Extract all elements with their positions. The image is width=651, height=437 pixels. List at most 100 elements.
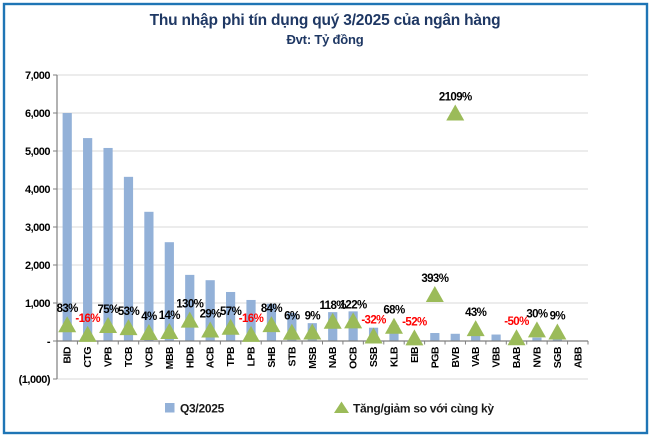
marker-lpb: [242, 325, 261, 342]
marker-nvb: [527, 321, 546, 338]
chart-subtitle: Đvt: Tỷ đồng: [286, 32, 363, 47]
bar-bid: [62, 113, 72, 341]
marker-vcb: [139, 323, 158, 340]
x-label-ocb: OCB: [348, 346, 360, 369]
marker-pgb: [425, 285, 444, 302]
marker-bid: [58, 316, 77, 333]
pct-label-klb: 68%: [383, 305, 405, 317]
marker-msb: [303, 323, 322, 340]
marker-tcb: [119, 319, 138, 336]
pct-label-bvb: 2109%: [439, 92, 472, 104]
x-label-ctg: CTG: [82, 347, 94, 368]
marker-shb: [262, 316, 281, 333]
pct-label-ctg: -16%: [75, 313, 100, 325]
x-label-vcb: VCB: [143, 346, 155, 368]
x-label-sgb: SGB: [552, 346, 564, 368]
bar-bvb: [450, 333, 460, 341]
pct-label-tpb: 57%: [220, 306, 242, 318]
x-label-shb: SHB: [266, 346, 278, 368]
marker-stb: [282, 323, 301, 340]
pct-label-hdb: 130%: [176, 299, 203, 311]
bar-pgb: [430, 333, 440, 341]
legend: Q3/2025 Tăng/giảm so với cùng kỳ: [165, 401, 495, 416]
bar-vab: [471, 334, 481, 341]
legend-triangle-swatch-icon: [334, 401, 349, 413]
pct-label-bab: -50%: [504, 316, 529, 328]
marker-eib: [405, 329, 424, 346]
x-label-pgb: PGB: [429, 346, 441, 368]
pct-label-ocb: 122%: [340, 299, 367, 311]
marker-tpb: [221, 318, 240, 335]
y-tick-label: 4,000: [25, 184, 50, 196]
marker-ocb: [344, 312, 363, 329]
chart-title: Thu nhập phi tín dụng quý 3/2025 của ngâ…: [150, 12, 501, 29]
bar-mbb: [164, 242, 174, 341]
marker-bvb: [446, 104, 465, 121]
bar-vcb: [144, 211, 154, 341]
x-label-nvb: NVB: [531, 346, 543, 368]
x-label-bvb: BVB: [450, 346, 462, 368]
pct-label-vpb: 75%: [97, 304, 119, 316]
pct-label-bid: 83%: [57, 303, 79, 315]
marker-sgb: [548, 323, 567, 340]
x-label-eib: EIB: [409, 346, 421, 363]
y-tick-label: 2,000: [25, 260, 50, 272]
legend-triangle-label: Tăng/giảm so với cùng kỳ: [353, 402, 494, 416]
pct-label-pgb: 393%: [421, 273, 448, 285]
pct-label-vcb: 4%: [141, 311, 157, 323]
x-label-msb: MSB: [307, 346, 319, 369]
x-label-tcb: TCB: [123, 346, 135, 367]
plot-area: (1,000) - 1,000 2,000 3,000 4,000 5,000 6,000 7,…: [19, 70, 589, 386]
marker-vpb: [99, 317, 118, 334]
x-label-vbb: VBB: [491, 346, 503, 368]
pct-label-nab: 118%: [320, 300, 347, 312]
marker-mbb: [160, 322, 179, 339]
x-label-ssb: SSB: [368, 346, 380, 367]
pct-label-sgb: 9%: [550, 310, 566, 322]
pct-label-eib: -52%: [402, 316, 427, 328]
pct-label-shb: 84%: [261, 303, 283, 315]
y-tick-label: (1,000): [19, 374, 51, 386]
bar-tcb: [123, 176, 134, 341]
marker-vab: [466, 320, 485, 337]
marker-acb: [201, 321, 220, 338]
legend-bar-label: Q3/2025: [180, 402, 225, 416]
marker-nab: [323, 312, 342, 329]
x-label-stb: STB: [286, 346, 298, 366]
bar-vbb: [491, 334, 501, 341]
y-tick-label: 3,000: [25, 222, 50, 234]
bar-vpb: [103, 147, 113, 341]
y-tick-label: 5,000: [25, 146, 50, 158]
bar-acb: [205, 280, 215, 341]
x-label-acb: ACB: [205, 346, 217, 368]
y-tick-label: 1,000: [25, 298, 50, 310]
y-tick-label: 7,000: [25, 70, 50, 82]
bar-lpb: [246, 299, 256, 341]
marker-bab: [507, 329, 526, 346]
pct-label-ssb: -32%: [361, 314, 386, 326]
x-label-nab: NAB: [327, 346, 339, 368]
bar-tpb: [225, 291, 236, 341]
pct-label-stb: 6%: [284, 311, 300, 323]
bar-nvb: [532, 337, 542, 341]
pct-label-mbb: 14%: [159, 310, 181, 322]
pct-label-lpb: -16%: [239, 313, 264, 325]
x-label-lpb: LPB: [246, 346, 258, 366]
y-tick-label: 6,000: [25, 108, 50, 120]
y-tick-label: -: [47, 336, 51, 348]
x-label-abb: ABB: [572, 346, 584, 368]
marker-hdb: [180, 311, 199, 328]
bar-ctg: [83, 138, 93, 341]
pct-label-msb: 9%: [305, 310, 321, 322]
pct-label-tcb: 53%: [118, 306, 140, 318]
x-label-mbb: MBB: [164, 346, 176, 369]
pct-label-nvb: 30%: [526, 308, 548, 320]
bar-hdb: [185, 274, 195, 341]
pct-label-acb: 29%: [200, 308, 222, 320]
x-label-tpb: TPB: [225, 346, 237, 366]
x-label-klb: KLB: [388, 346, 400, 367]
x-label-bid: BID: [62, 346, 74, 364]
